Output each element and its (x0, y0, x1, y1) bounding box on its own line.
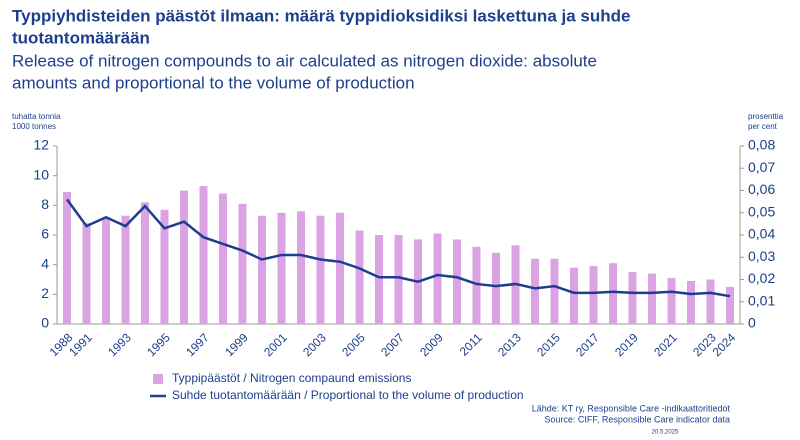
bar (121, 215, 130, 324)
bar (433, 233, 442, 324)
x-tick-label: 2007 (378, 330, 407, 359)
bar (706, 279, 715, 324)
bar (550, 258, 559, 324)
y2-tick-label: 0,07 (748, 159, 775, 175)
x-tick-label: 2003 (300, 330, 329, 359)
x-tick-label: 2019 (612, 330, 641, 359)
y2-tick-label: 0,08 (748, 137, 775, 153)
bar (628, 272, 637, 324)
y2-tick-label: 0,03 (748, 248, 775, 264)
y2-tick-label: 0,02 (748, 270, 775, 286)
bar (609, 263, 617, 324)
y2-tick-label: 0,06 (748, 181, 775, 197)
y2-tick-label: 0,04 (748, 226, 775, 242)
y-tick-label: 4 (41, 255, 49, 271)
bar (63, 191, 71, 324)
chart-subtitle-line2: amounts and proportional to the volume o… (12, 73, 415, 92)
bar (589, 266, 598, 324)
bar (180, 190, 188, 324)
bar (394, 235, 403, 324)
bar (375, 235, 383, 324)
x-tick-label: 2021 (651, 330, 680, 359)
y-tick-label: 10 (33, 166, 49, 182)
legend-label: Typpipäästöt / Nitrogen compaund emissio… (172, 371, 411, 385)
bar (238, 203, 247, 324)
x-tick-label: 1993 (105, 330, 134, 359)
x-tick-label: 2013 (495, 330, 524, 359)
chart-title-line1: Typpiyhdisteiden päästöt ilmaan: määrä t… (12, 6, 630, 25)
x-tick-label: 2017 (573, 330, 602, 359)
y-tick-label: 2 (41, 285, 49, 301)
source: Lähde: KT ry, Responsible Care -indikaat… (532, 403, 731, 413)
bar (160, 209, 169, 324)
bar (492, 252, 500, 324)
y2-tick-label: 0,01 (748, 292, 775, 308)
bar (141, 202, 149, 324)
y-axis-label: 1000 tonnes (12, 122, 56, 131)
y2-tick-label: 0 (748, 315, 756, 331)
x-tick-label: 1995 (144, 330, 173, 359)
chart-title-line2: tuotantomäärään (12, 28, 150, 47)
x-tick-label: 1997 (183, 330, 212, 359)
legend-swatch (153, 374, 163, 384)
x-tick-label: 1999 (222, 330, 251, 359)
bar (199, 186, 208, 324)
line (65, 198, 731, 298)
bar (336, 212, 344, 324)
y-tick-label: 0 (41, 315, 49, 331)
source: Source: CIFF, Responsible Care indicator… (544, 414, 730, 424)
y-axis-label: tuhatta tonnia (12, 112, 61, 121)
bar (531, 258, 539, 324)
bar (667, 278, 676, 324)
x-tick-label: 2024 (710, 330, 739, 359)
bar (297, 211, 305, 324)
bar (277, 212, 286, 324)
bar (687, 280, 695, 324)
x-tick-label: 2005 (339, 330, 368, 359)
bar (472, 246, 481, 324)
bar (355, 230, 364, 324)
x-tick-label: 2001 (261, 330, 290, 359)
bar (82, 223, 91, 324)
bar (570, 267, 578, 324)
x-tick-label: 1991 (66, 330, 95, 359)
bar (316, 215, 325, 324)
y-tick-label: 6 (41, 226, 49, 242)
legend-label: Suhde tuotantomäärään / Proportional to … (172, 388, 524, 402)
bar (258, 215, 266, 324)
bar (648, 273, 656, 324)
bar (453, 239, 461, 324)
bar (102, 218, 110, 324)
y-tick-label: 8 (41, 196, 49, 212)
x-tick-label: 2011 (457, 330, 485, 358)
chart-subtitle-line1: Release of nitrogen compounds to air cal… (12, 51, 597, 70)
date: 20.5.2025 (652, 430, 679, 436)
y2-axis-label: prosenttia (748, 112, 784, 121)
x-tick-label: 2009 (417, 330, 446, 359)
x-tick-label: 2015 (534, 330, 563, 359)
y2-tick-label: 0,05 (748, 203, 775, 219)
y-tick-label: 12 (33, 137, 49, 153)
bar (219, 193, 227, 324)
bar (726, 286, 734, 324)
y2-axis-label: per cent (748, 122, 778, 131)
